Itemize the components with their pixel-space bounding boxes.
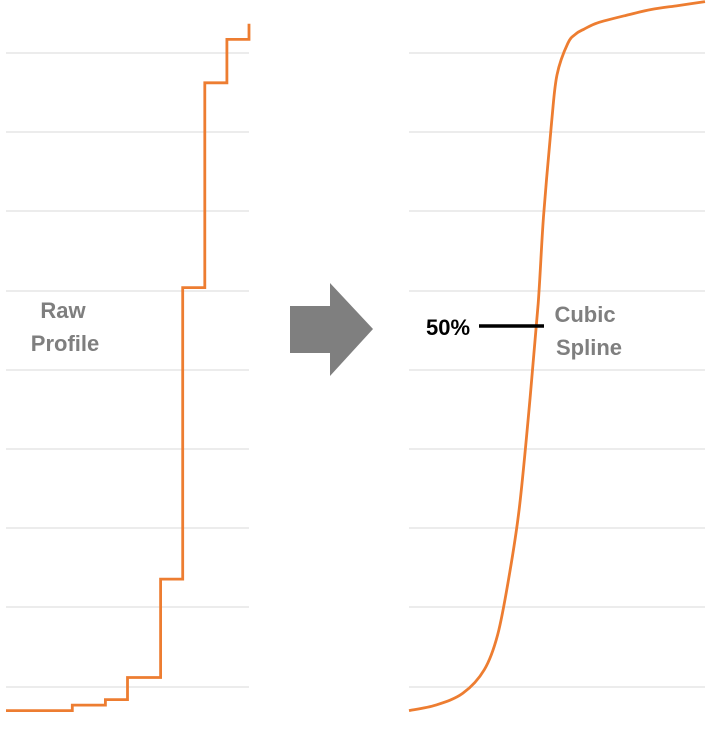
left-chart-gridlines bbox=[6, 52, 249, 688]
raw-profile-line bbox=[6, 23, 251, 712]
fifty-percent-label: 50% bbox=[426, 315, 470, 340]
cubic-spline-label-line-1: Cubic bbox=[554, 302, 615, 327]
cubic-spline-label-line-2: Spline bbox=[556, 335, 622, 360]
raw-profile-label-line-2: Profile bbox=[31, 331, 99, 356]
cubic-spline-line bbox=[408, 0, 706, 712]
raw-profile-label-line-1: Raw bbox=[40, 298, 86, 323]
right-chart-gridlines bbox=[409, 52, 705, 688]
right-arrow-icon bbox=[290, 283, 373, 376]
